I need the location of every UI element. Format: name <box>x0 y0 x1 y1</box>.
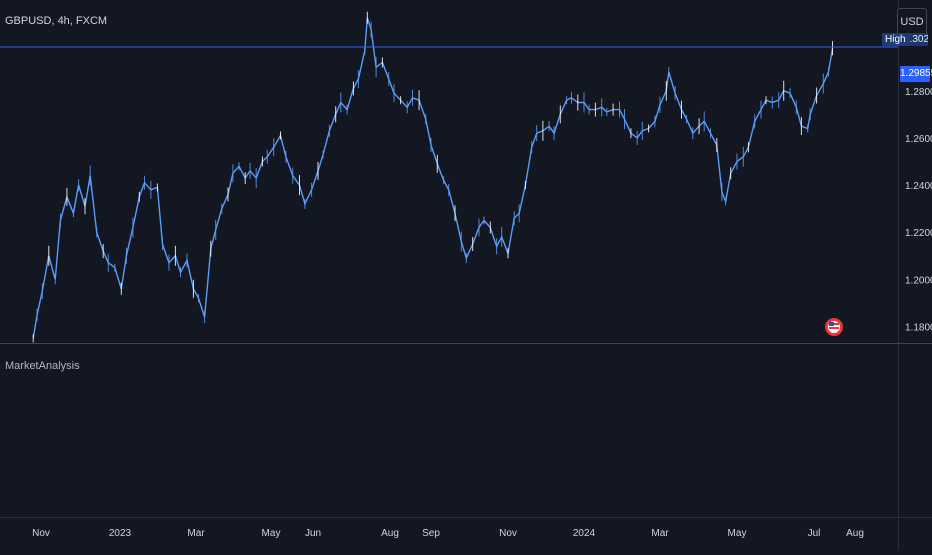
x-tick-label: 2024 <box>573 528 596 539</box>
currency-button[interactable]: USD <box>897 8 927 36</box>
y-tick-label: 1.22000 <box>905 228 932 239</box>
x-tick-label: Aug <box>381 528 399 539</box>
indicator-title[interactable]: MarketAnalysis <box>5 360 80 372</box>
y-tick-label: 1.18000 <box>905 323 932 334</box>
x-tick-label: Jul <box>808 528 821 539</box>
y-axis[interactable]: 1.18000 1.20000 1.22000 1.24000 1.26000 1.280… <box>905 87 932 334</box>
y-tick-label: 1.28000 <box>905 87 932 98</box>
x-tick-label: Mar <box>187 528 205 539</box>
x-tick-label: Nov <box>499 528 517 539</box>
x-tick-label: Jun <box>305 528 321 539</box>
y-tick-label: 1.24000 <box>905 181 932 192</box>
high-label: High <box>882 33 909 46</box>
x-tick-label: May <box>728 528 747 539</box>
x-tick-label: Mar <box>651 528 669 539</box>
y-tick-label: 1.20000 <box>905 275 932 286</box>
x-tick-label: May <box>262 528 281 539</box>
us-flag-icon[interactable] <box>825 318 843 336</box>
x-tick-label: 2023 <box>109 528 132 539</box>
series-layer <box>32 11 834 343</box>
x-axis[interactable]: Nov 2023 Mar May Jun Aug Sep Nov 2024 Mar May Jul Au… <box>32 528 864 539</box>
x-tick-label: Sep <box>422 528 440 539</box>
x-tick-label: Aug <box>846 528 864 539</box>
last-price-label: 1.29855 <box>900 66 932 82</box>
symbol-title[interactable]: GBPUSD, 4h, FXCM <box>5 15 108 27</box>
x-tick-label: Nov <box>32 528 50 539</box>
high-value-label: 1.3021 <box>904 33 928 46</box>
y-tick-label: 1.26000 <box>905 134 932 145</box>
